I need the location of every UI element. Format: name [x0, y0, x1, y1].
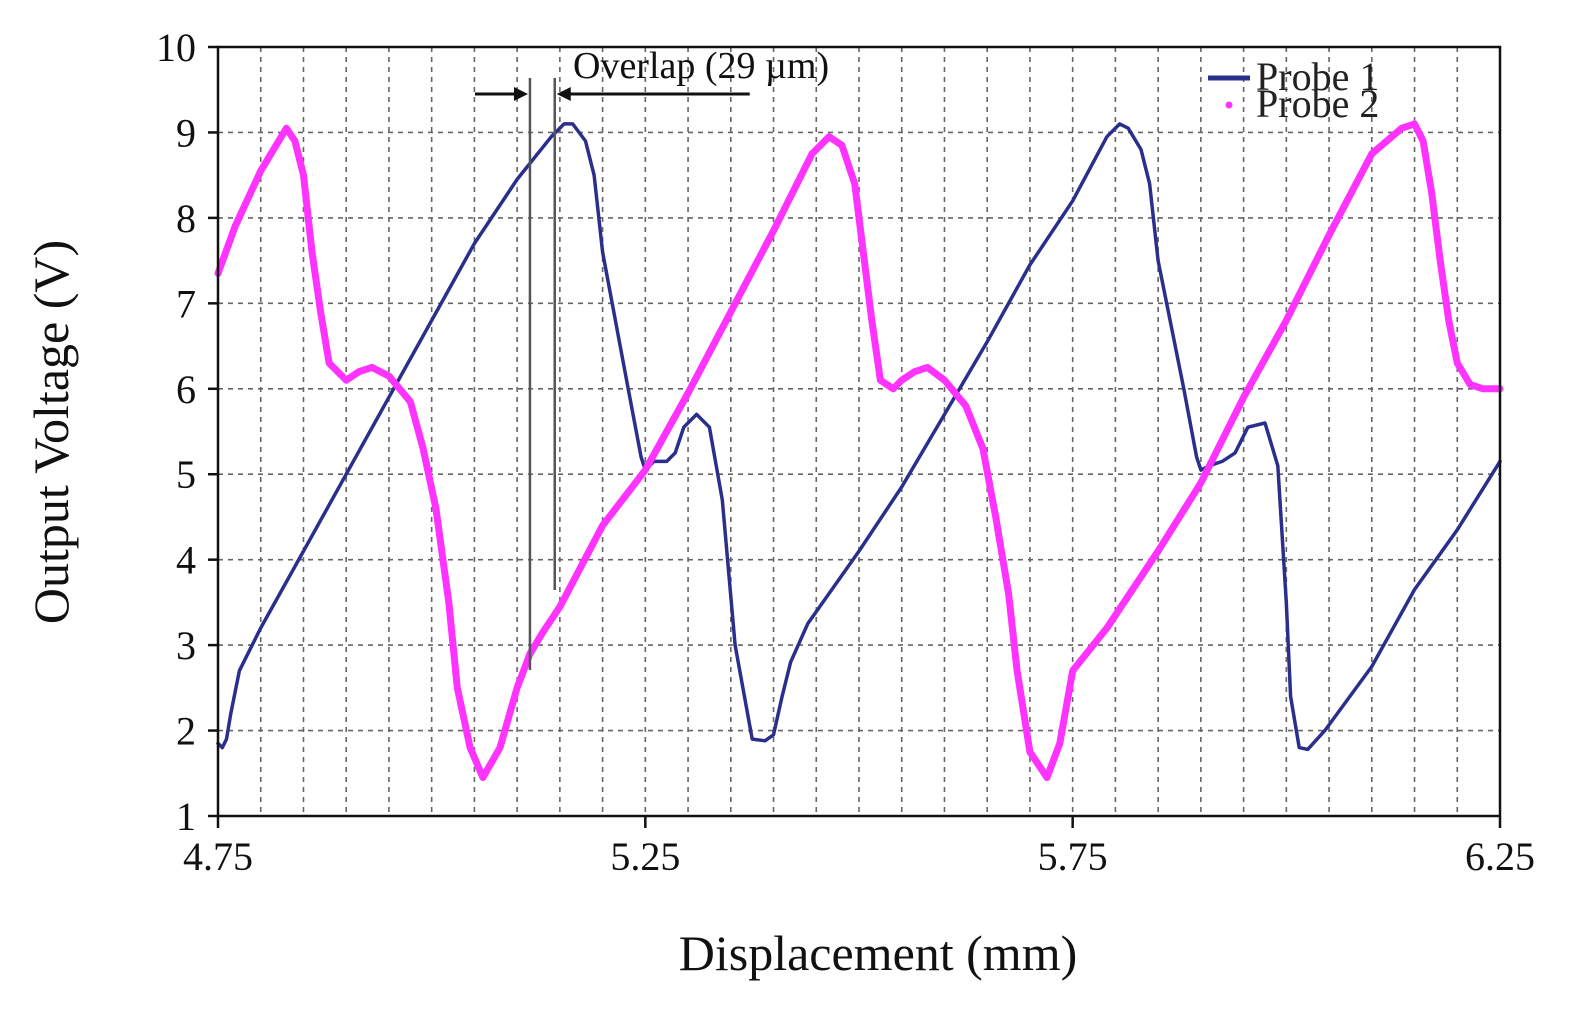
overlap-label: Overlap (29 µm) — [573, 45, 829, 87]
x-axis-title: Displacement (mm) — [679, 925, 1078, 981]
x-tick-label: 6.25 — [1465, 834, 1535, 879]
series-layer — [214, 120, 1504, 781]
overlap-arrowhead-left — [513, 87, 528, 101]
y-tick-label: 5 — [176, 452, 196, 497]
y-tick-label: 6 — [176, 367, 196, 412]
y-tick-label: 9 — [176, 110, 196, 155]
legend: Probe 1 Probe 2 — [1208, 54, 1379, 126]
y-tick-label: 7 — [176, 281, 196, 326]
plot-frame — [216, 45, 1502, 818]
overlap-arrowhead-right — [556, 87, 571, 101]
series-line-probe-2 — [214, 120, 1504, 781]
y-tick-label: 8 — [176, 196, 196, 241]
y-axis-title: Output Voltage (V) — [23, 240, 79, 624]
x-tick-label: 5.75 — [1038, 834, 1108, 879]
y-tick-label: 10 — [156, 25, 196, 70]
y-tick-label: 4 — [176, 538, 196, 583]
grid — [218, 47, 1500, 816]
legend-label-probe-2: Probe 2 — [1256, 81, 1379, 126]
x-tick-label: 4.75 — [183, 834, 253, 879]
series-line-probe-1 — [216, 122, 1502, 752]
legend-label-probe-1: Probe 1 — [1256, 54, 1379, 99]
y-tick-label: 2 — [176, 709, 196, 754]
x-tick-label: 5.25 — [610, 834, 680, 879]
overlap-annotation: Overlap (29 µm) — [474, 45, 829, 670]
y-axis-ticks: 1 2 3 4 5 6 7 8 9 10 — [156, 25, 218, 839]
y-tick-label: 1 — [176, 794, 196, 839]
x-axis-ticks: 4.75 5.25 5.75 6.25 — [183, 816, 1535, 879]
legend-swatch-probe-2 — [1225, 101, 1233, 109]
y-tick-label: 3 — [176, 623, 196, 668]
